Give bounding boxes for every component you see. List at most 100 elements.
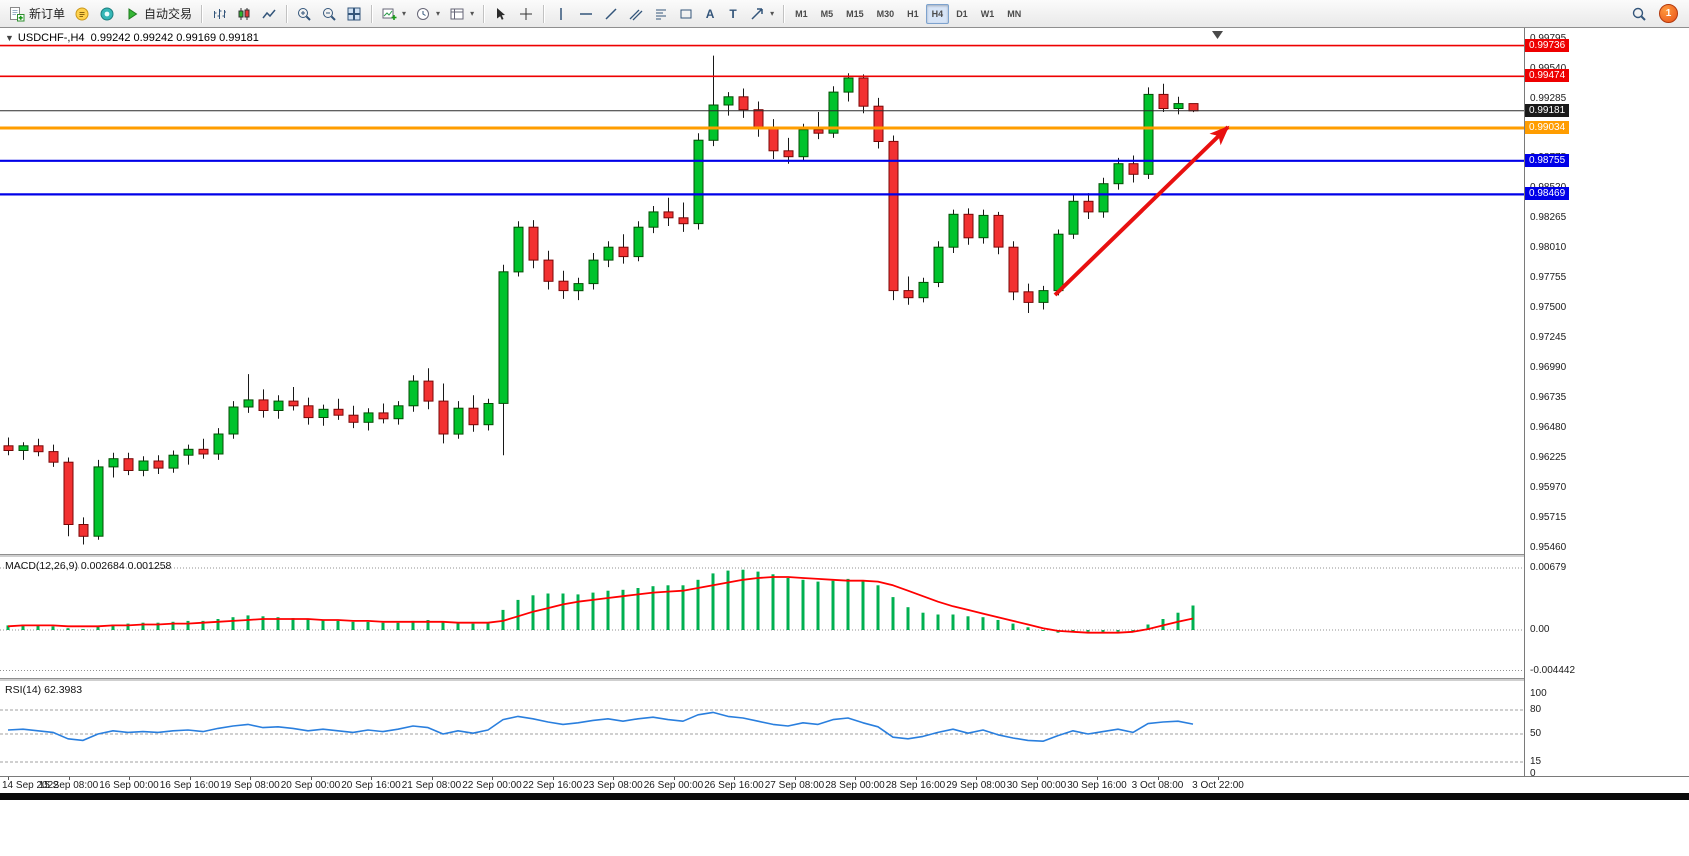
horizontal-line-tool-button[interactable] — [574, 3, 598, 25]
candle — [1023, 283, 1034, 313]
resistance-upper-price-badge[interactable]: 0.99736 — [1525, 38, 1570, 52]
candle — [408, 375, 419, 412]
new-order-button[interactable]: 新订单 — [5, 3, 69, 25]
new-order-icon — [10, 6, 25, 21]
arrows-tool-button[interactable]: ▾ — [745, 3, 778, 25]
rsi-panel-canvas[interactable] — [0, 682, 1524, 776]
shapes-tool-button[interactable] — [674, 3, 698, 25]
candle — [423, 368, 434, 410]
candle — [813, 112, 824, 140]
text-tool-button[interactable]: A — [699, 3, 721, 25]
toolbar-separator — [783, 4, 785, 23]
toolbar-separator — [286, 4, 288, 23]
candle — [903, 276, 914, 305]
time-axis-label: 28 Sep 16:00 — [885, 780, 946, 791]
line-chart-button[interactable] — [257, 3, 281, 25]
panel-separator[interactable] — [0, 554, 1689, 558]
text-label-tool-button[interactable]: T — [722, 3, 744, 25]
cursor-tool-button[interactable] — [489, 3, 513, 25]
support-upper-price-badge[interactable]: 0.98755 — [1525, 153, 1570, 167]
bottom-bar — [0, 793, 1689, 800]
time-axis-label: 22 Sep 16:00 — [522, 780, 583, 791]
timeframe-m5-button[interactable]: M5 — [815, 4, 840, 24]
autotrading-button[interactable]: 自动交易 — [120, 3, 196, 25]
timeframe-m1-button[interactable]: M1 — [789, 4, 814, 24]
candle — [333, 398, 344, 420]
templates-button[interactable]: ▾ — [445, 3, 478, 25]
toolbar-right-group: 1 — [1627, 3, 1684, 25]
arrow-tool-icon — [751, 7, 763, 20]
candle — [78, 517, 89, 545]
price-axis-label: 0.96480 — [1530, 422, 1567, 434]
main-chart-canvas[interactable] — [0, 28, 1524, 554]
candle — [1173, 96, 1184, 115]
candle — [498, 264, 509, 456]
timeframe-h4-button[interactable]: H4 — [925, 3, 950, 24]
rsi-value: 62.3983 — [44, 684, 83, 696]
candle — [723, 92, 734, 116]
new-chart-button[interactable]: ▾ — [377, 3, 410, 25]
new-chart-icon — [382, 8, 397, 20]
metaeditor-button[interactable] — [70, 3, 94, 25]
time-axis-label: 21 Sep 08:00 — [401, 780, 462, 791]
timeframe-h1-button[interactable]: H1 — [901, 4, 925, 24]
channel-tool-button[interactable] — [624, 3, 648, 25]
candle — [798, 123, 809, 162]
support-lower-price-badge[interactable]: 0.98469 — [1525, 187, 1570, 201]
search-button[interactable] — [1627, 3, 1651, 25]
trendline-tool-button[interactable] — [599, 3, 623, 25]
time-axis: 14 Sep 2022 15 Sep 08:00 16 Sep 00:00 16 Se… — [0, 776, 1689, 794]
time-axis-label: 27 Sep 08:00 — [764, 780, 825, 791]
candle — [18, 442, 29, 460]
price-axis: 0.997950.995400.992850.990300.987750.985… — [1524, 28, 1689, 779]
vertical-line-tool-button[interactable] — [549, 3, 573, 25]
fibonacci-icon — [656, 9, 667, 19]
zoom-in-button[interactable] — [292, 3, 316, 25]
crosshair-icon — [520, 7, 533, 20]
resistance-lower-price-badge[interactable]: 0.99474 — [1525, 69, 1570, 83]
zoom-out-button[interactable] — [317, 3, 341, 25]
candle — [738, 88, 749, 118]
notification-badge[interactable]: 1 — [1659, 4, 1678, 23]
bar-chart-button[interactable] — [207, 3, 231, 25]
bid-price-price-badge[interactable]: 0.99181 — [1525, 103, 1570, 117]
time-axis-tick — [673, 777, 675, 780]
panel-separator[interactable] — [0, 678, 1689, 682]
cursor-icon — [497, 7, 506, 20]
timeframe-m30-button[interactable]: M30 — [871, 4, 901, 24]
metaeditor-icon — [75, 7, 89, 20]
rsi-axis-label: 15 — [1530, 756, 1542, 767]
macd-panel-canvas[interactable] — [0, 558, 1524, 678]
autotrading-label: 自动交易 — [144, 7, 193, 21]
time-axis-label: 20 Sep 16:00 — [341, 780, 401, 791]
rsi-indicator-label: RSI(14) 62.3983 — [5, 684, 82, 696]
alert-orange-price-badge[interactable]: 0.99034 — [1525, 121, 1570, 134]
toolbar-separator — [371, 4, 373, 23]
timeframe-w1-button[interactable]: W1 — [975, 4, 1001, 24]
timeframe-mn-button[interactable]: MN — [1001, 4, 1027, 24]
trend-arrow-annotation[interactable] — [1053, 125, 1230, 297]
timeframe-toolbar: M1 M5 M15 M30 H1 H4 D1 W1 MN — [789, 3, 1027, 24]
candle — [633, 221, 644, 262]
trendline-icon — [605, 7, 617, 20]
rsi-line — [7, 711, 1194, 743]
community-button[interactable] — [95, 3, 119, 25]
candle — [933, 241, 944, 288]
main-toolbar: 新订单 自动交易 ▾ ▾ ▾ A T — [0, 0, 1689, 28]
timeframe-m15-button[interactable]: M15 — [840, 4, 870, 24]
candle — [603, 241, 614, 268]
candle — [378, 403, 389, 424]
candle — [138, 456, 149, 477]
crosshair-tool-button[interactable] — [514, 3, 538, 25]
fibonacci-tool-button[interactable] — [649, 3, 673, 25]
tile-windows-button[interactable] — [342, 3, 366, 25]
one-click-trading-icon[interactable]: ▼ — [5, 33, 14, 43]
periods-button[interactable]: ▾ — [411, 3, 444, 25]
rsi-title: RSI(14) — [5, 684, 42, 696]
candle — [393, 401, 404, 425]
candlestick-chart-button[interactable] — [232, 3, 256, 25]
candle — [993, 211, 1004, 255]
rsi-axis-label: 0 — [1530, 768, 1536, 779]
timeframe-d1-button[interactable]: D1 — [950, 4, 974, 24]
